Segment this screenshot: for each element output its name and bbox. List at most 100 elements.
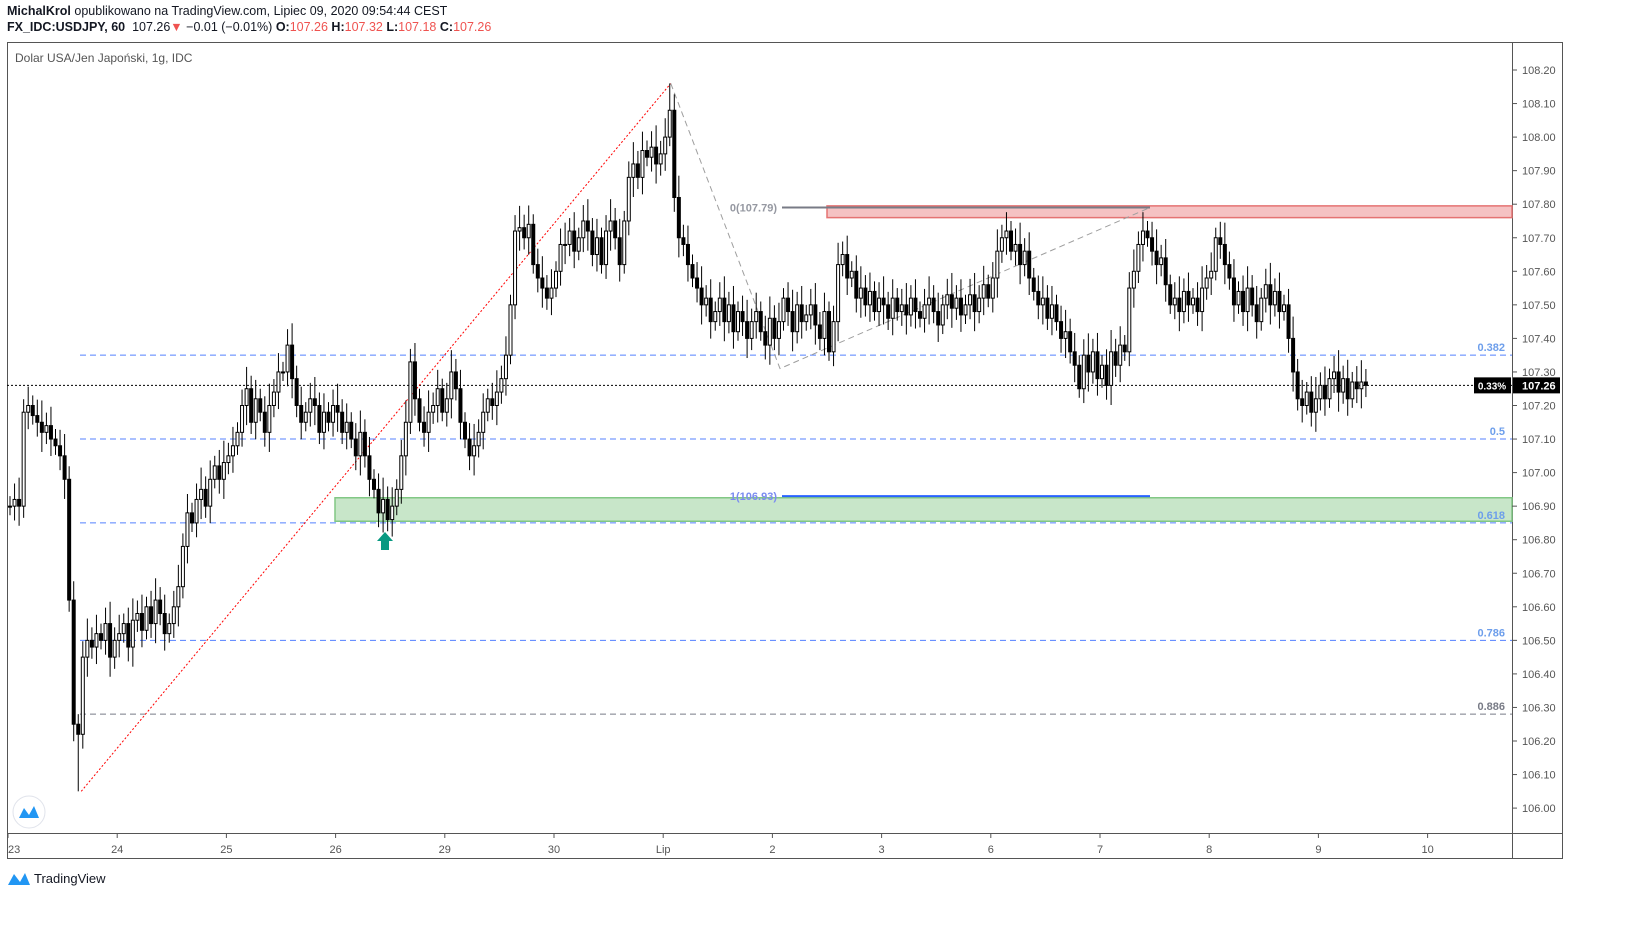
candle-up-body	[945, 294, 950, 306]
candle-up-body	[1191, 297, 1195, 306]
candle-up-body	[999, 237, 1004, 252]
price-tick-label: 107.50	[1522, 300, 1556, 312]
candle	[294, 365, 299, 418]
candle-up-body	[26, 405, 31, 413]
candle	[271, 379, 276, 418]
candle	[167, 613, 172, 643]
candle-down-body	[522, 227, 527, 239]
candle-down-body	[986, 284, 991, 299]
candle-down-body	[362, 431, 367, 457]
candle-up-body	[1318, 384, 1323, 400]
candle	[858, 266, 863, 318]
candle	[1200, 266, 1205, 332]
candle-down-body	[162, 613, 167, 635]
candle-up-body	[781, 297, 786, 323]
candle	[358, 410, 363, 476]
price-tick-label: 106.90	[1522, 501, 1556, 513]
candle	[240, 389, 245, 447]
candle-down-body	[904, 304, 909, 316]
price-tick-label: 107.90	[1522, 166, 1556, 178]
candle-down-body	[1077, 364, 1082, 390]
candle-down-body	[645, 150, 649, 158]
tradingview-watermark-icon[interactable]	[12, 795, 46, 829]
candle-up-body	[563, 243, 568, 246]
candle-down-body	[1345, 378, 1350, 400]
candle	[1259, 288, 1264, 331]
candle-down-body	[453, 371, 458, 390]
candle	[854, 255, 859, 313]
candle	[895, 288, 900, 321]
candle	[48, 406, 53, 457]
candle-up-body	[968, 294, 973, 306]
candle	[863, 275, 868, 317]
candle-up-body	[1127, 287, 1132, 353]
time-tick-label: 9	[1315, 844, 1321, 856]
candle-up-body	[1282, 304, 1286, 313]
candle-down-body	[1045, 297, 1050, 319]
tradingview-logo-icon	[8, 873, 30, 885]
candle	[112, 627, 117, 669]
candle-down-body	[786, 297, 791, 313]
candle	[408, 348, 413, 434]
symbol-line: FX_IDC:USDJPY, 60 107.26▼ −0.01 (−0.01%)…	[7, 20, 491, 34]
candle-up-body	[1313, 398, 1318, 413]
low-value: 107.18	[398, 20, 437, 34]
candle	[676, 175, 681, 258]
candle-down-body	[827, 311, 831, 353]
candle	[554, 261, 558, 298]
price-tick-label: 107.60	[1522, 266, 1556, 278]
time-tick-label: 23	[8, 844, 20, 856]
candle-down-body	[863, 287, 868, 306]
candle	[872, 281, 877, 321]
high-value: 107.32	[344, 20, 383, 34]
candle	[230, 426, 235, 473]
candle	[540, 256, 545, 308]
candle	[153, 578, 158, 644]
candle	[472, 423, 477, 476]
candle-up-body	[244, 388, 249, 407]
candle	[1236, 281, 1241, 314]
candle	[585, 199, 590, 251]
candle-up-body	[208, 478, 213, 507]
candle-up-body	[604, 230, 609, 266]
candle-down-body	[695, 277, 700, 289]
candle-up-body	[240, 405, 245, 433]
candle	[290, 323, 295, 399]
candle-down-body	[763, 331, 768, 346]
candle-up-body	[836, 264, 841, 323]
candle-down-body	[35, 415, 40, 423]
candle	[426, 390, 431, 452]
candle	[390, 487, 395, 537]
candle-up-body	[431, 405, 436, 413]
candle-up-body	[1327, 378, 1332, 400]
candle-down-body	[1150, 237, 1155, 252]
candle-up-body	[622, 220, 627, 266]
candle-down-body	[790, 311, 795, 333]
candle	[1300, 379, 1305, 423]
time-tick-label: 2	[769, 844, 775, 856]
candle-down-body	[258, 398, 263, 413]
footer-brand[interactable]: TradingView	[34, 870, 106, 886]
candle-down-body	[872, 290, 877, 313]
candle	[1322, 366, 1327, 416]
candle-up-body	[1172, 297, 1177, 306]
candle	[758, 301, 763, 341]
author-name[interactable]: MichalKrol	[7, 4, 71, 18]
candle	[776, 302, 781, 356]
candle	[918, 301, 922, 328]
candle	[699, 266, 704, 325]
candle-up-body	[867, 290, 872, 306]
candle-down-body	[1231, 277, 1236, 306]
candle	[281, 361, 285, 382]
candle-down-body	[936, 311, 941, 326]
candle	[995, 229, 1000, 298]
candle	[1245, 266, 1250, 332]
candle-up-body	[1013, 243, 1018, 252]
candle	[977, 285, 982, 324]
candle	[285, 329, 290, 387]
candle-up-body	[954, 297, 959, 309]
candle-up-body	[449, 371, 454, 400]
candle-up-body	[631, 163, 636, 178]
candle-up-body	[795, 304, 800, 333]
